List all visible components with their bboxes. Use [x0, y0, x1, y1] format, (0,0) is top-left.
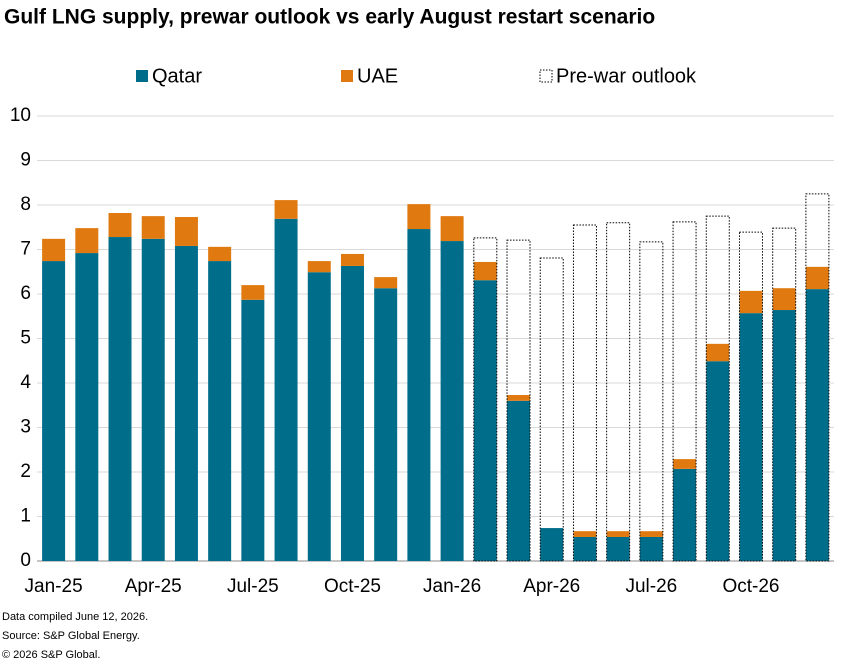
bar-segment	[241, 285, 265, 300]
bar-segment	[374, 277, 398, 289]
bar-segment	[174, 245, 198, 561]
x-tick-label: Jan-25	[25, 576, 83, 597]
legend-label: Qatar	[152, 65, 202, 87]
bar-segment	[241, 299, 265, 561]
bar-segment	[805, 289, 829, 561]
legend-swatch	[341, 70, 353, 82]
note: Source: S&P Global Energy.	[2, 630, 140, 642]
bar-segment	[440, 216, 464, 242]
bar-segment	[42, 238, 66, 262]
bar-segment	[75, 253, 99, 561]
y-tick-label: 9	[20, 150, 31, 171]
bar-segment	[208, 261, 232, 561]
bar-segment	[374, 288, 398, 561]
bar-segment	[739, 290, 763, 314]
outlook-bar	[672, 221, 697, 562]
y-tick-label: 8	[20, 194, 31, 215]
y-tick-label: 6	[20, 283, 31, 304]
bar-segment	[75, 228, 99, 254]
y-tick-label: 5	[20, 328, 31, 349]
bar-segment	[573, 531, 597, 537]
outlook-bar	[606, 222, 631, 562]
bar-segment	[540, 528, 564, 561]
y-tick-label: 3	[20, 417, 31, 438]
legend-label: UAE	[357, 65, 398, 87]
y-tick-label: 0	[20, 550, 31, 571]
bar-segment	[639, 536, 663, 561]
bar-segment	[42, 261, 66, 561]
bar-segment	[340, 253, 364, 266]
bar-segment	[706, 343, 730, 362]
bar-segment	[274, 218, 298, 562]
bar-segment	[407, 229, 431, 561]
x-tick-label: Jul-26	[625, 576, 677, 597]
bar-segment	[739, 313, 763, 561]
outlook-bar	[473, 237, 498, 562]
bar-segment	[673, 459, 697, 469]
y-tick-label: 10	[10, 105, 31, 126]
legend-swatch	[539, 69, 553, 83]
bar-segment	[174, 217, 198, 246]
bar-segment	[573, 536, 597, 561]
outlook-bar	[705, 215, 730, 562]
bar-segment	[307, 272, 331, 561]
y-tick-label: 7	[20, 239, 31, 260]
x-tick-label: Jul-25	[227, 576, 279, 597]
outlook-bar	[572, 224, 597, 562]
chart-title: Gulf LNG supply, prewar outlook vs early…	[4, 6, 655, 29]
bar-segment	[772, 288, 796, 311]
bar-segment	[805, 266, 829, 290]
legend-label: Pre-war outlook	[556, 65, 697, 87]
bar-segment	[606, 536, 630, 561]
bar-segment	[673, 468, 697, 561]
bar-segment	[507, 400, 531, 561]
bar-segment	[440, 241, 464, 562]
bar-segment	[274, 200, 298, 219]
x-tick-label: Oct-25	[324, 576, 381, 597]
bar-segment	[473, 280, 497, 561]
bar-segment	[208, 246, 232, 262]
legend-swatch	[136, 70, 148, 82]
note: © 2026 S&P Global.	[2, 649, 100, 661]
x-tick-label: Jan-26	[423, 576, 481, 597]
bar-segment	[407, 204, 431, 230]
x-tick-label: Apr-25	[125, 576, 182, 597]
bar-segment	[307, 261, 331, 273]
bar-segment	[141, 216, 165, 239]
bar-segment	[772, 310, 796, 561]
bar-segment	[606, 531, 630, 537]
bar-segment	[340, 265, 364, 561]
bar-segment	[141, 238, 165, 561]
bar-segment	[507, 395, 531, 401]
bar-segment	[706, 361, 730, 561]
y-tick-label: 1	[20, 506, 31, 527]
x-tick-label: Oct-26	[722, 576, 779, 597]
note: Data compiled June 12, 2026.	[2, 611, 148, 623]
bar-segment	[473, 261, 497, 281]
outlook-bar	[738, 231, 763, 562]
outlook-bar	[506, 239, 531, 562]
bar-segment	[639, 531, 663, 537]
bar-segment	[108, 237, 132, 562]
bar-segment	[108, 213, 132, 238]
x-tick-label: Apr-26	[523, 576, 580, 597]
outlook-bar	[772, 227, 797, 562]
outlook-bar	[539, 257, 564, 562]
y-tick-label: 2	[20, 461, 31, 482]
y-tick-label: 4	[20, 372, 31, 393]
outlook-bar	[639, 241, 664, 562]
